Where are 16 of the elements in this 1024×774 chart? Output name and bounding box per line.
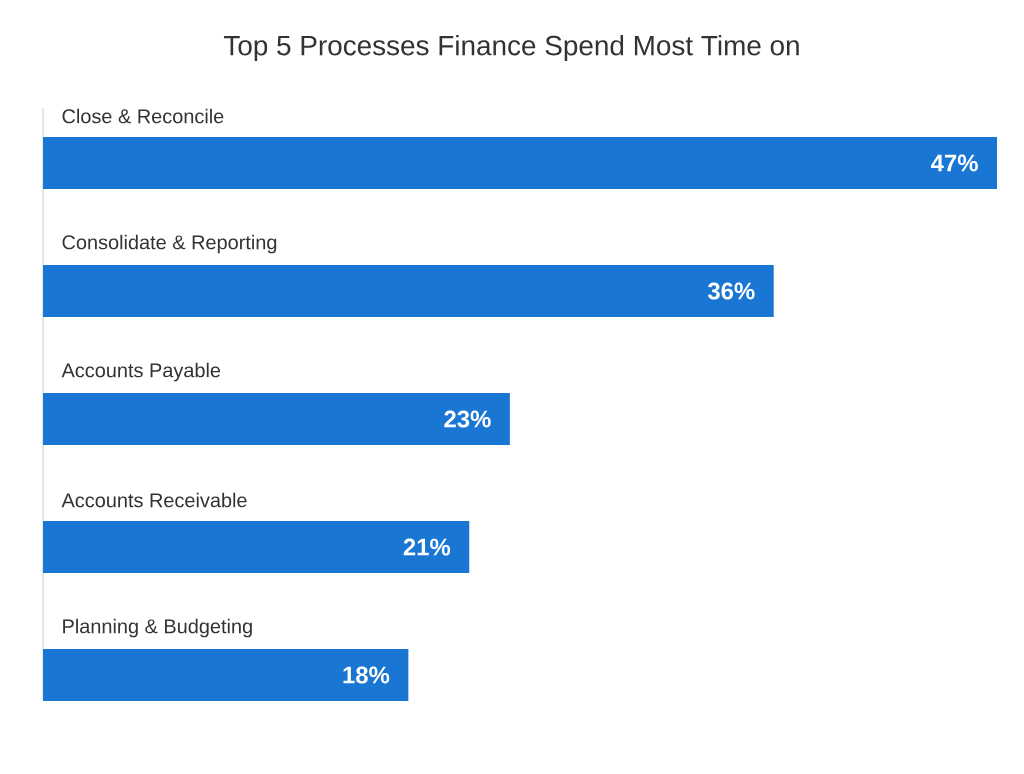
y-tick-label: Consolidate & Reporting: [62, 234, 277, 254]
data-label: 21%: [403, 538, 451, 556]
bar: [43, 521, 470, 574]
bar: [43, 137, 998, 190]
y-tick-label: Accounts Receivable: [61, 492, 247, 508]
data-label: 18%: [343, 666, 390, 684]
y-tick-label: Close & Reconcile: [62, 108, 224, 124]
y-tick-label: Accounts Payable: [61, 362, 221, 382]
chart-title: Top 5 Processes Finance Spend Most Time on: [223, 35, 799, 61]
data-label: 23%: [444, 410, 491, 428]
bar: [43, 393, 510, 446]
data-label: 36%: [707, 282, 755, 300]
bar: [43, 649, 409, 702]
y-tick-label: Planning & Budgeting: [63, 618, 252, 638]
data-label: 47%: [930, 154, 978, 172]
bar: [43, 265, 774, 318]
